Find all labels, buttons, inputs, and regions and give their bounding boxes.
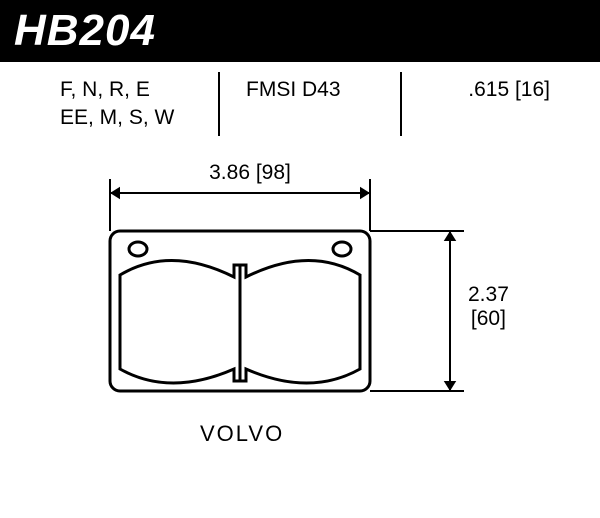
height-mm: [60] xyxy=(468,307,509,331)
compounds-column: F, N, R, E EE, M, S, W xyxy=(60,76,220,133)
width-dimension-label: 3.86 [98] xyxy=(190,161,310,185)
width-mm: [98] xyxy=(256,161,291,184)
height-dimension-label: 2.37 [60] xyxy=(468,283,509,331)
separator-2 xyxy=(400,72,402,136)
width-inches: 3.86 xyxy=(209,161,250,184)
spec-row: F, N, R, E EE, M, S, W FMSI D43 .615 [16… xyxy=(0,62,600,133)
brand-label: VOLVO xyxy=(200,421,284,447)
fmsi-code: FMSI D43 xyxy=(220,76,400,104)
diagram-area: 3.86 [98] 2.37 [60] VOLVO xyxy=(0,151,600,481)
height-inches: 2.37 xyxy=(468,283,509,307)
separator-1 xyxy=(218,72,220,136)
compounds-line2: EE, M, S, W xyxy=(60,104,220,132)
compounds-line1: F, N, R, E xyxy=(60,76,220,104)
thickness-value: .615 [16] xyxy=(400,76,550,104)
part-number: HB204 xyxy=(14,6,156,55)
header-bar: HB204 xyxy=(0,0,600,62)
brake-pad-diagram xyxy=(0,151,600,481)
fmsi-column: FMSI D43 xyxy=(220,76,400,104)
thickness-column: .615 [16] xyxy=(400,76,570,104)
